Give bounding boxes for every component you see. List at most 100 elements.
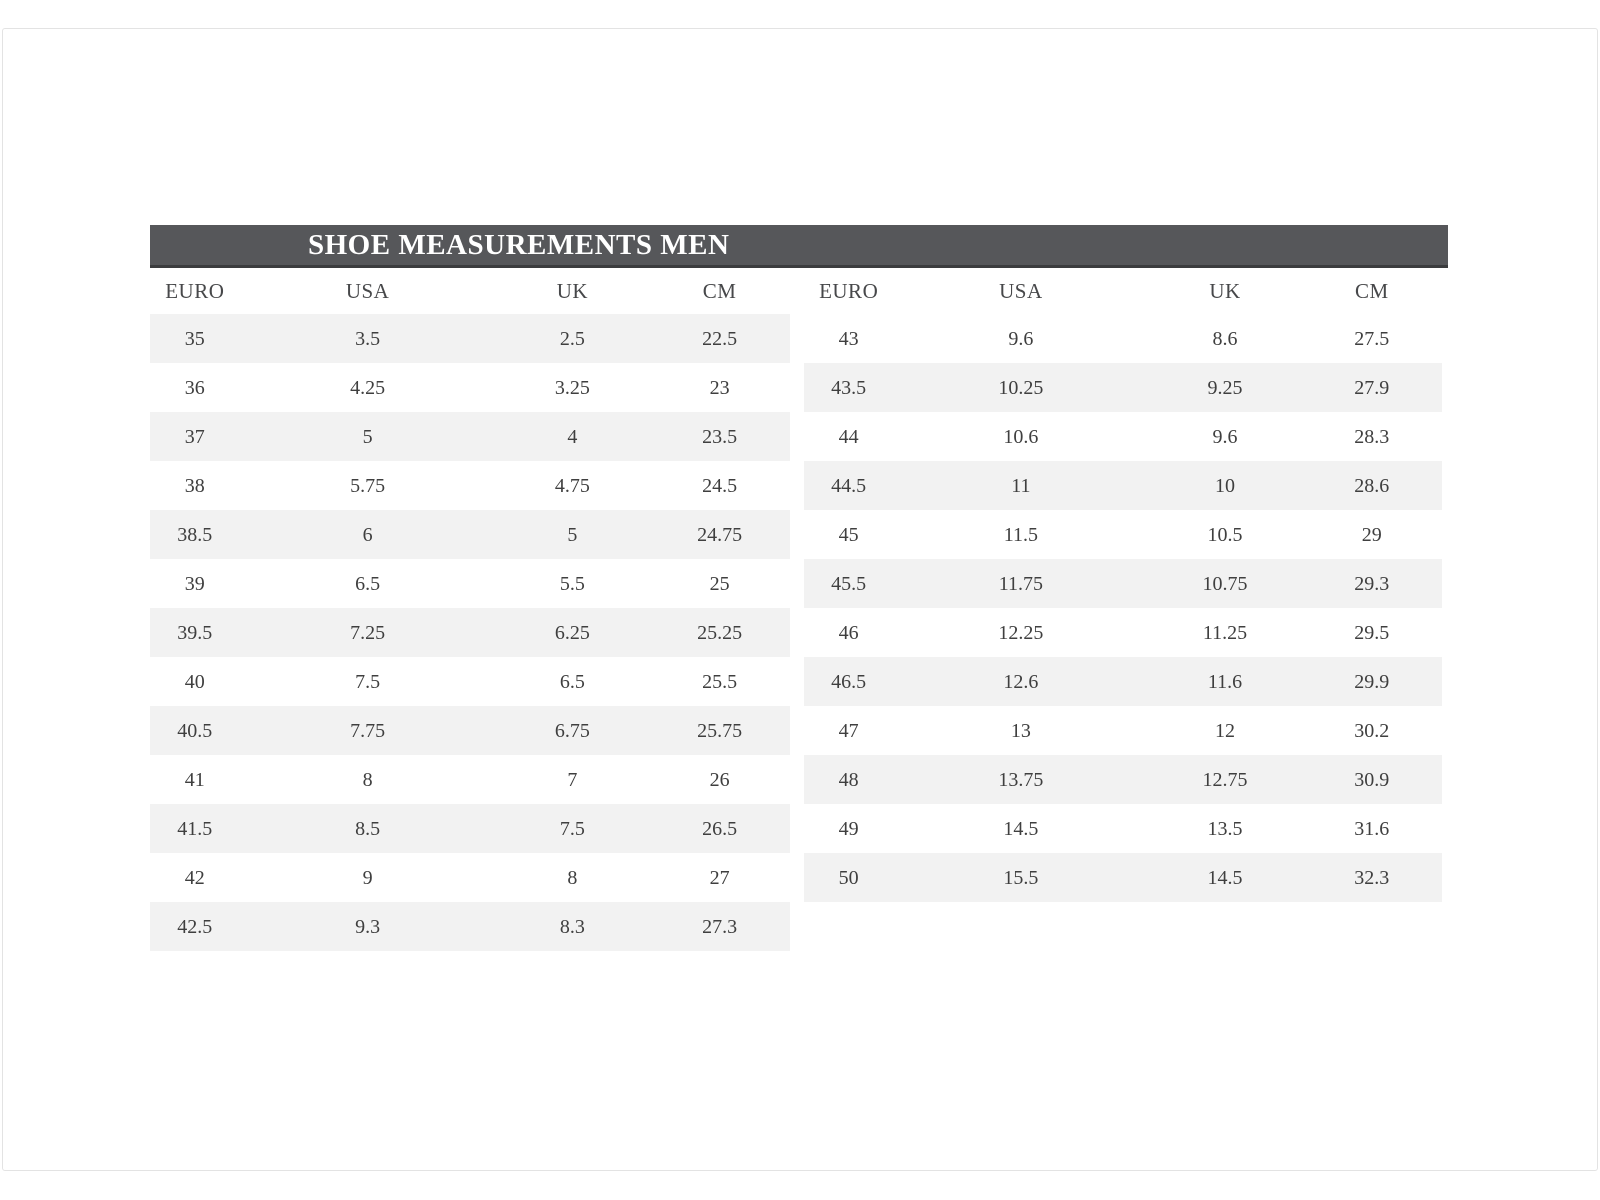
table-title-bar: SHOE MEASUREMENTS MEN <box>150 225 1448 268</box>
table-row: 48 13.75 12.75 30.9 <box>804 755 1442 804</box>
table-row: 50 15.5 14.5 32.3 <box>804 853 1442 902</box>
table-cell: 25.25 <box>697 621 743 644</box>
table-row: 40.5 7.75 6.75 25.75 <box>150 706 790 755</box>
table-body-right: 43 9.6 8.6 27.5 43.5 10.25 9.25 27.9 44 10.6 9.6 28… <box>804 314 1442 902</box>
table-title: SHOE MEASUREMENTS MEN <box>308 228 730 261</box>
size-table-right: EURO USA UK CM 43 9.6 8.6 27.5 43.5 10.25 9.25… <box>804 268 1442 902</box>
table-row: 46 12.25 11.25 29.5 <box>804 608 1442 657</box>
table-cell: 48 <box>838 768 859 791</box>
table-cell: 25.5 <box>702 670 738 693</box>
size-table-left: EURO USA UK CM 35 3.5 2.5 22.5 36 4.25 3.25 23 3… <box>150 268 790 951</box>
table-row: 39 6.5 5.5 25 <box>150 559 790 608</box>
table-cell: 39.5 <box>177 621 213 644</box>
table-cell: 5.75 <box>350 474 386 497</box>
table-cell: 14.5 <box>1003 817 1039 840</box>
table-cell: 29 <box>1361 523 1382 546</box>
table-row: 38 5.75 4.75 24.5 <box>150 461 790 510</box>
table-cell: 7.75 <box>350 719 386 742</box>
table-cell: 38.5 <box>177 523 213 546</box>
table-cell: 29.9 <box>1354 670 1390 693</box>
table-row: 44.5 11 10 28.6 <box>804 461 1442 510</box>
table-header-row: EURO USA UK CM <box>804 268 1442 314</box>
table-cell: 46 <box>838 621 859 644</box>
table-row: 38.5 6 5 24.75 <box>150 510 790 559</box>
table-cell: 27.5 <box>1354 327 1390 350</box>
column-header-uk: UK <box>556 278 589 303</box>
table-cell: 12.25 <box>998 621 1044 644</box>
table-cell: 27.3 <box>702 915 738 938</box>
table-cell: 47 <box>838 719 859 742</box>
table-cell: 50 <box>838 866 859 889</box>
table-cell: 6.75 <box>554 719 590 742</box>
table-cell: 43 <box>838 327 859 350</box>
table-cell: 40 <box>184 670 205 693</box>
table-cell: 9.6 <box>1212 425 1238 448</box>
column-header-cm: CM <box>1354 278 1389 303</box>
table-cell: 26.5 <box>702 817 738 840</box>
table-cell: 14.5 <box>1207 866 1243 889</box>
table-cell: 42 <box>184 866 205 889</box>
table-cell: 8.6 <box>1212 327 1238 350</box>
column-header-uk: UK <box>1209 278 1241 303</box>
table-cell: 13.5 <box>1207 817 1243 840</box>
table-cell: 10.6 <box>1003 425 1039 448</box>
table-cell: 7.25 <box>350 621 386 644</box>
column-header-euro: EURO <box>819 278 879 303</box>
column-header-cm: CM <box>702 278 737 303</box>
table-cell: 23 <box>709 376 730 399</box>
table-cell: 8.5 <box>355 817 381 840</box>
table-cell: 13 <box>1010 719 1031 742</box>
table-cell: 8.3 <box>559 915 585 938</box>
table-row: 43 9.6 8.6 27.5 <box>804 314 1442 363</box>
table-row: 36 4.25 3.25 23 <box>150 363 790 412</box>
table-cell: 6.5 <box>355 572 381 595</box>
table-cell: 15.5 <box>1003 866 1039 889</box>
table-cell: 43.5 <box>831 376 867 399</box>
table-cell: 13.75 <box>998 768 1044 791</box>
table-cell: 5.5 <box>559 572 585 595</box>
table-row: 41.5 8.5 7.5 26.5 <box>150 804 790 853</box>
table-row: 39.5 7.25 6.25 25.25 <box>150 608 790 657</box>
table-cell: 29.5 <box>1354 621 1390 644</box>
table-cell: 32.3 <box>1354 866 1390 889</box>
table-cell: 10.5 <box>1207 523 1243 546</box>
table-row: 35 3.5 2.5 22.5 <box>150 314 790 363</box>
table-cell: 22.5 <box>702 327 738 350</box>
table-cell: 41.5 <box>177 817 213 840</box>
table-cell: 11.25 <box>1202 621 1248 644</box>
table-cell: 11 <box>1011 474 1031 497</box>
table-cell: 39 <box>184 572 205 595</box>
table-row: 46.5 12.6 11.6 29.9 <box>804 657 1442 706</box>
table-row: 42 9 8 27 <box>150 853 790 902</box>
table-cell: 4.75 <box>554 474 590 497</box>
table-cell: 6.25 <box>554 621 590 644</box>
table-cell: 26 <box>709 768 730 791</box>
table-cell: 37 <box>184 425 205 448</box>
table-cell: 4 <box>567 425 578 448</box>
table-cell: 7.5 <box>559 817 585 840</box>
table-cell: 9.3 <box>355 915 381 938</box>
table-cell: 3.5 <box>355 327 381 350</box>
table-cell: 10 <box>1215 474 1236 497</box>
table-cell: 28.3 <box>1354 425 1390 448</box>
table-row: 37 5 4 23.5 <box>150 412 790 461</box>
table-row: 43.5 10.25 9.25 27.9 <box>804 363 1442 412</box>
table-cell: 29.3 <box>1354 572 1390 595</box>
table-body-left: 35 3.5 2.5 22.5 36 4.25 3.25 23 37 5 4 23.5 38 5.75 4.… <box>150 314 790 951</box>
table-cell: 25.75 <box>697 719 743 742</box>
table-cell: 9 <box>362 866 373 889</box>
table-cell: 11.75 <box>998 572 1044 595</box>
table-cell: 24.5 <box>702 474 738 497</box>
table-row: 40 7.5 6.5 25.5 <box>150 657 790 706</box>
table-cell: 45.5 <box>831 572 867 595</box>
table-cell: 2.5 <box>559 327 585 350</box>
table-row: 42.5 9.3 8.3 27.3 <box>150 902 790 951</box>
table-header-row: EURO USA UK CM <box>150 268 790 314</box>
table-cell: 12.75 <box>1202 768 1248 791</box>
table-cell: 27.9 <box>1354 376 1390 399</box>
table-cell: 24.75 <box>697 523 743 546</box>
table-row: 45 11.5 10.5 29 <box>804 510 1442 559</box>
table-cell: 31.6 <box>1354 817 1390 840</box>
table-cell: 38 <box>184 474 205 497</box>
